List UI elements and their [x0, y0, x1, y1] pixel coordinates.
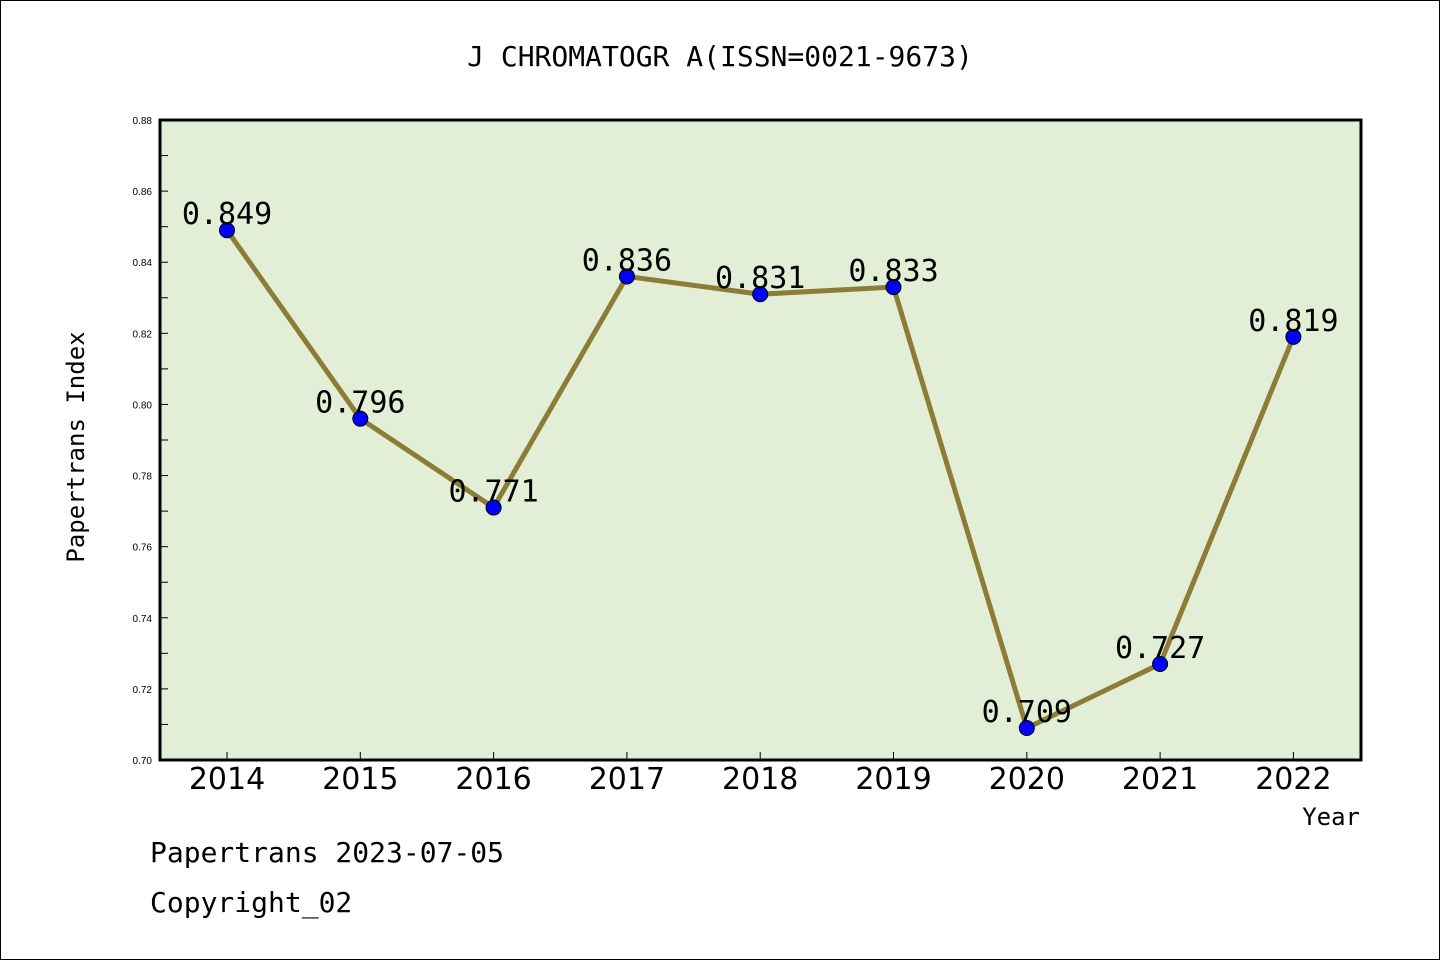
- x-axis: 2014 2015 2016 2017 2018 2019 2020 2021 2022: [189, 752, 1332, 797]
- data-point: [885, 279, 902, 296]
- footer-copyright: Copyright_02: [150, 886, 353, 919]
- x-tick-label: 2017: [589, 762, 665, 797]
- data-label: 0.831: [715, 261, 805, 296]
- data-point: [752, 286, 769, 303]
- y-tick-label: 0.82: [133, 329, 153, 340]
- y-axis: 0.70 0.72 0.74 0.76 0.78 0.80 0.82 0.84 0.86 0.88: [133, 116, 168, 767]
- data-point: [1018, 720, 1035, 736]
- y-tick-label: 0.72: [133, 685, 153, 696]
- x-tick-label: 2014: [189, 762, 265, 797]
- x-tick-label: 2019: [855, 762, 931, 797]
- data-label: 0.796: [315, 386, 405, 421]
- y-tick-label: 0.74: [133, 614, 153, 625]
- data-label: 0.771: [448, 475, 538, 510]
- data-point: [618, 268, 635, 285]
- y-tick-label: 0.84: [133, 258, 153, 269]
- data-point: [485, 499, 502, 516]
- data-point: [1152, 656, 1169, 672]
- data-label: 0.833: [848, 254, 938, 289]
- x-tick-label: 2022: [1255, 762, 1331, 797]
- series-markers: [219, 222, 1302, 736]
- y-axis-label: Papertrans Index: [62, 331, 90, 562]
- data-point: [1285, 328, 1302, 345]
- x-tick-label: 2020: [989, 762, 1065, 797]
- y-tick-label: 0.86: [133, 187, 153, 198]
- data-labels: 0.849 0.796 0.771 0.836 0.831 0.833 0.709 0.727…: [182, 197, 1339, 730]
- y-tick-label: 0.80: [133, 400, 153, 411]
- data-label: 0.709: [982, 695, 1072, 730]
- y-tick-label: 0.76: [133, 543, 153, 554]
- x-tick-label: 2018: [722, 762, 798, 797]
- chart-title: J CHROMATOGR A(ISSN=0021-9673): [467, 40, 973, 73]
- data-label: 0.727: [1115, 631, 1205, 666]
- y-tick-label: 0.70: [133, 756, 153, 767]
- x-tick-label: 2016: [455, 762, 531, 797]
- y-tick-label: 0.88: [133, 116, 153, 127]
- footer-source: Papertrans 2023-07-05: [150, 836, 505, 869]
- data-point: [352, 410, 369, 427]
- data-label: 0.836: [582, 243, 672, 278]
- data-label: 0.819: [1248, 304, 1338, 339]
- x-tick-label: 2015: [322, 762, 398, 797]
- x-tick-label: 2021: [1122, 762, 1198, 797]
- plot-area: [158, 118, 1363, 762]
- data-label: 0.849: [182, 197, 272, 232]
- data-point: [219, 222, 235, 239]
- y-tick-label: 0.78: [133, 472, 153, 483]
- x-axis-label: Year: [1302, 803, 1360, 831]
